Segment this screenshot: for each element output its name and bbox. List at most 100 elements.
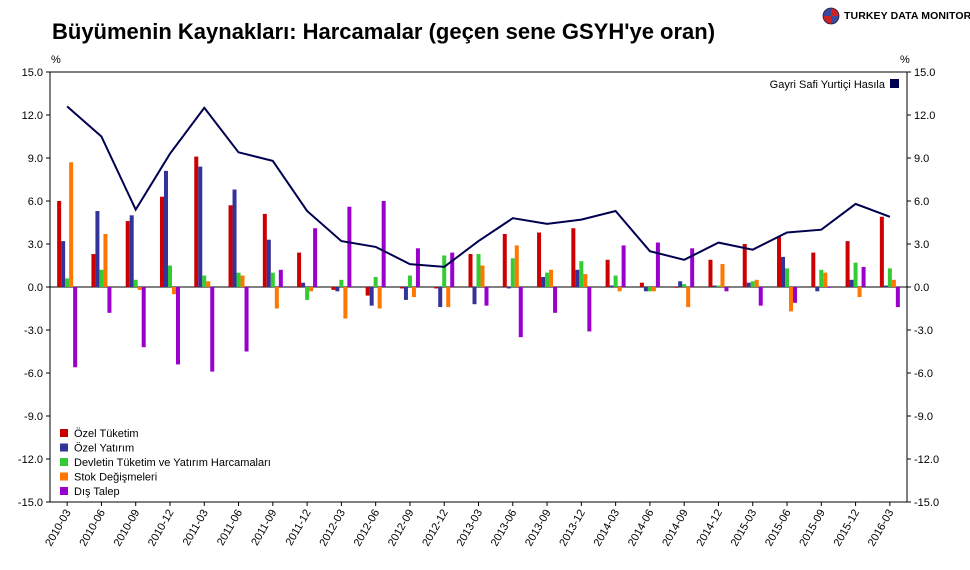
bar-4-2014-06 <box>651 287 656 292</box>
bar-2-2015-12 <box>849 279 854 287</box>
x-tick-label: 2010-09 <box>112 508 143 549</box>
legend-label: Stok Değişmeleri <box>74 472 157 484</box>
chart-title: Büyümenin Kaynakları: Harcamalar (geçen … <box>52 19 716 44</box>
bar-4-2015-12 <box>857 287 862 298</box>
x-tick-label: 2015-03 <box>729 508 760 549</box>
legend-label-gsyh: Gayri Safi Yurtiçi Hasıla <box>770 79 886 91</box>
legend-top-right: Gayri Safi Yurtiçi Hasıla <box>770 79 899 91</box>
x-tick-label: 2011-12 <box>284 508 314 548</box>
y-tick-label-left: -12.0 <box>18 454 43 466</box>
gsyh-line-series <box>66 105 891 268</box>
bar-3-2011-12 <box>305 287 310 300</box>
bar-1-2012-09 <box>399 287 404 289</box>
y-tick-label-left: 0.0 <box>28 282 43 294</box>
bar-1-2015-12 <box>845 241 850 287</box>
x-tick-label: 2014-06 <box>626 508 657 549</box>
brand-name: TURKEY DATA MONITOR <box>844 10 970 22</box>
bar-4-2011-09 <box>274 287 279 309</box>
bar-3-2010-03 <box>65 278 70 287</box>
bar-4-2014-09 <box>686 287 691 308</box>
bar-3-2013-03 <box>476 254 481 287</box>
bar-3-2011-09 <box>270 272 275 287</box>
bar-3-2010-09 <box>133 279 138 287</box>
bar-5-2011-12 <box>313 228 318 287</box>
bar-5-2012-06 <box>381 201 386 287</box>
y-axis-unit-left: % <box>51 54 61 66</box>
y-tick-label-right: 9.0 <box>914 153 929 165</box>
bar-4-2011-06 <box>240 275 245 287</box>
bar-1-2012-12 <box>434 287 439 289</box>
bar-4-2013-12 <box>583 274 588 287</box>
bar-2-2012-12 <box>438 287 443 308</box>
x-tick-label: 2012-12 <box>420 508 451 549</box>
x-tick-label: 2012-06 <box>352 508 383 549</box>
y-tick-label-left: -3.0 <box>24 325 43 337</box>
bar-4-2011-03 <box>206 281 211 287</box>
x-tick-label: 2015-12 <box>832 508 863 549</box>
bar-4-2014-03 <box>617 287 622 292</box>
bar-3-2010-12 <box>167 265 172 287</box>
bar-2-2012-09 <box>403 287 408 300</box>
bar-1-2012-03 <box>331 287 336 290</box>
bar-3-2012-03 <box>339 279 344 287</box>
bar-3-2016-03 <box>887 268 892 287</box>
bar-4-2010-06 <box>103 233 108 287</box>
bar-4-2014-12 <box>720 264 725 287</box>
y-tick-label-right: -12.0 <box>914 454 939 466</box>
bar-2-2014-09 <box>678 281 683 287</box>
x-tick-label: 2012-09 <box>386 508 417 549</box>
bar-5-2016-03 <box>895 287 900 308</box>
bar-series <box>57 156 900 372</box>
legend-label: Özel Tüketim <box>74 428 139 440</box>
bar-3-2013-09 <box>545 272 550 287</box>
bar-1-2014-09 <box>674 287 679 288</box>
bar-3-2014-03 <box>613 275 618 287</box>
bar-2-2011-12 <box>301 282 306 287</box>
legend-label: Özel Yatırım <box>74 443 134 455</box>
y-tick-label-left: 9.0 <box>28 153 43 165</box>
bar-2-2014-06 <box>643 287 648 292</box>
y-tick-label-right: 12.0 <box>914 110 935 122</box>
bar-3-2013-06 <box>510 258 515 287</box>
bar-4-2012-12 <box>446 287 451 308</box>
y-tick-label-left: 6.0 <box>28 196 43 208</box>
bar-5-2011-03 <box>210 287 215 372</box>
bar-3-2011-06 <box>236 272 241 287</box>
bar-4-2010-12 <box>171 287 176 295</box>
bar-1-2013-12 <box>571 228 576 287</box>
bar-1-2013-03 <box>468 254 473 287</box>
bar-2-2010-09 <box>129 215 134 287</box>
bar-5-2015-03 <box>758 287 763 306</box>
legend-label: Devletin Tüketim ve Yatırım Harcamaları <box>74 457 271 469</box>
y-tick-label-left: 15.0 <box>22 67 43 79</box>
bar-4-2011-12 <box>309 287 314 292</box>
bar-3-2014-09 <box>682 284 687 287</box>
bar-1-2011-06 <box>228 205 233 287</box>
y-tick-label-right: 6.0 <box>914 196 929 208</box>
x-tick-label: 2011-09 <box>249 508 279 548</box>
y-axis-ticks: 15.0 15.0 12.0 12.0 9.0 9.0 6.0 6.0 3.0 3.0 0.0 0.0… <box>18 67 939 509</box>
bar-2-2012-03 <box>335 287 340 292</box>
bar-4-2012-03 <box>343 287 348 319</box>
x-tick-label: 2012-03 <box>317 508 348 549</box>
bar-1-2015-03 <box>742 244 747 287</box>
legend-swatch <box>60 472 68 481</box>
bar-4-2013-03 <box>480 265 485 287</box>
bar-2-2011-03 <box>198 166 203 287</box>
bar-5-2013-09 <box>553 287 558 313</box>
bar-4-2013-09 <box>549 269 554 287</box>
bar-1-2014-12 <box>708 259 713 287</box>
bar-3-2012-12 <box>442 255 447 287</box>
x-tick-label: 2013-03 <box>455 508 486 549</box>
bar-5-2013-12 <box>587 287 592 332</box>
bar-2-2014-12 <box>712 285 717 287</box>
bar-2-2016-03 <box>883 285 888 287</box>
y-tick-label-right: -15.0 <box>914 497 939 509</box>
bar-5-2010-03 <box>73 287 78 368</box>
y-tick-label-right: 0.0 <box>914 282 929 294</box>
bar-4-2015-09 <box>823 272 828 287</box>
x-tick-label: 2013-09 <box>523 508 554 549</box>
bar-1-2015-06 <box>777 236 782 287</box>
bar-1-2010-06 <box>91 254 96 287</box>
